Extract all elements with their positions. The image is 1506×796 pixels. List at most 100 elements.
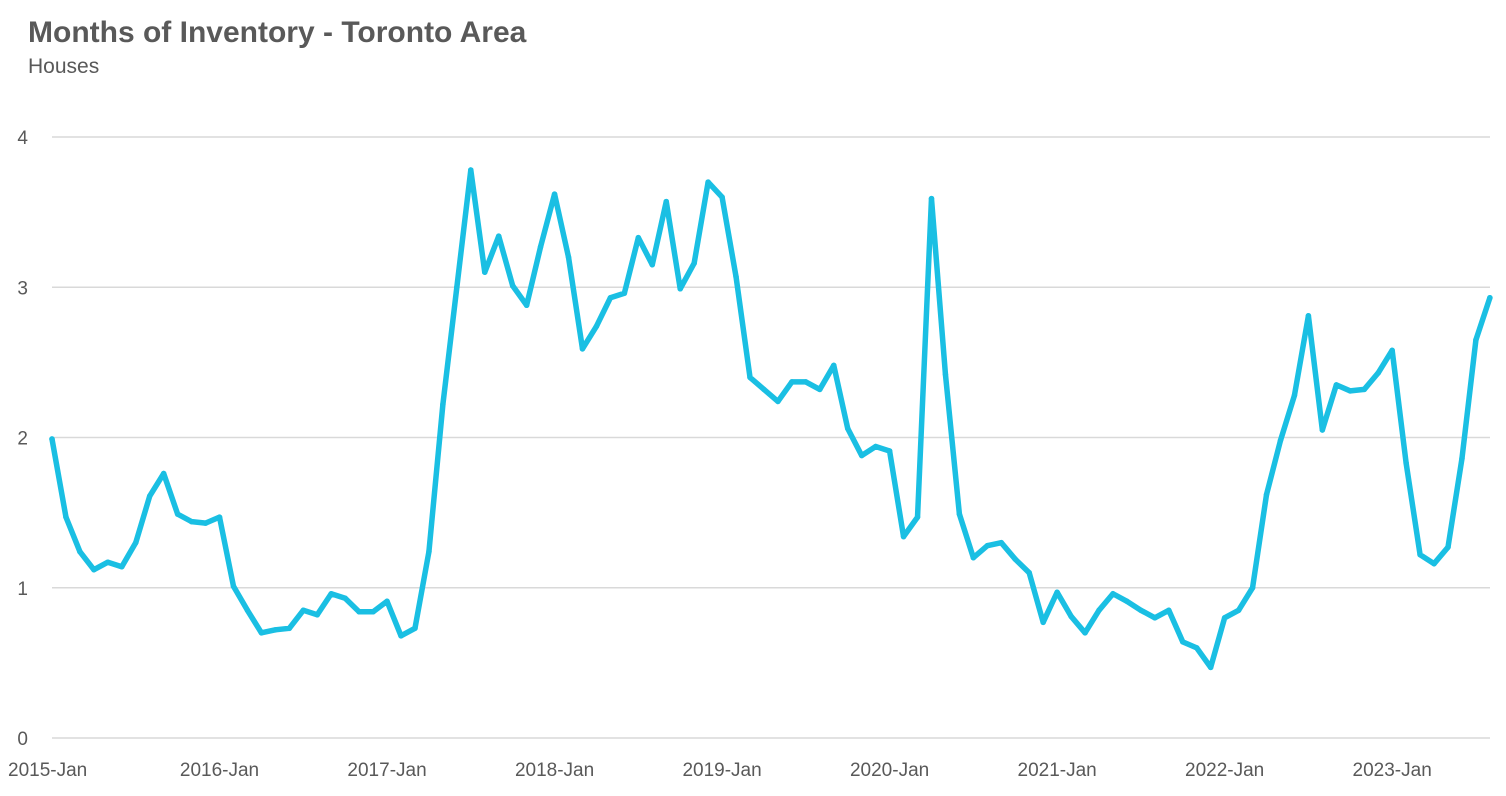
data-point — [635, 234, 642, 241]
data-point — [105, 559, 111, 565]
x-tick-label: 2021-Jan — [1018, 760, 1097, 781]
data-point — [1152, 615, 1158, 621]
y-axis-tick-labels: 0 1 2 3 4 — [17, 128, 28, 750]
data-point — [1487, 295, 1493, 301]
data-point — [272, 627, 279, 633]
data-point — [356, 609, 362, 615]
data-point — [230, 583, 237, 589]
data-point — [1012, 556, 1018, 562]
data-point — [1221, 615, 1228, 621]
x-tick-label: 2015-Jan — [8, 760, 87, 781]
data-point — [747, 374, 753, 381]
data-point — [384, 598, 390, 605]
data-point — [1319, 427, 1326, 433]
data-point — [1445, 544, 1451, 550]
data-point — [426, 548, 432, 555]
y-tick-label: 1 — [17, 579, 28, 600]
data-point — [1459, 455, 1465, 462]
data-point — [537, 243, 544, 250]
data-point — [942, 371, 949, 378]
data-point — [1333, 382, 1340, 388]
data-point — [1403, 460, 1409, 466]
series-group — [49, 167, 1493, 671]
x-tick-label: 2019-Jan — [682, 760, 761, 781]
data-point — [928, 195, 935, 202]
y-tick-label: 3 — [17, 278, 28, 299]
data-point — [803, 379, 809, 385]
x-tick-label: 2018-Jan — [515, 760, 594, 781]
data-point — [677, 286, 683, 292]
data-point — [300, 607, 307, 614]
data-point — [914, 514, 921, 520]
data-point — [133, 539, 139, 546]
data-point — [482, 269, 488, 275]
data-point — [872, 443, 879, 450]
data-point — [1305, 313, 1312, 319]
x-tick-label: 2023-Jan — [1353, 760, 1432, 781]
data-point — [886, 448, 893, 454]
y-tick-label: 0 — [17, 729, 28, 750]
data-point — [314, 612, 320, 618]
data-point — [328, 591, 334, 597]
data-point — [831, 362, 837, 369]
data-point — [733, 273, 739, 280]
chart-title: Months of Inventory - Toronto Area — [28, 16, 527, 49]
data-point — [91, 566, 97, 573]
data-point — [77, 548, 83, 555]
data-point — [621, 290, 628, 297]
data-point — [817, 386, 823, 393]
data-point — [1347, 388, 1354, 394]
data-point — [286, 625, 293, 632]
data-point — [579, 346, 586, 352]
x-tick-label: 2020-Jan — [850, 760, 929, 781]
data-point — [495, 233, 502, 239]
data-point — [342, 595, 348, 602]
data-point — [370, 609, 376, 615]
data-point — [1235, 607, 1242, 614]
data-point — [1375, 370, 1381, 376]
data-point — [1291, 392, 1298, 399]
data-point — [454, 284, 460, 290]
data-point — [1138, 607, 1144, 614]
data-point — [398, 633, 404, 639]
data-point — [523, 302, 530, 309]
data-point — [775, 398, 781, 405]
data-point — [146, 493, 153, 499]
data-point — [1389, 347, 1395, 354]
data-point — [1417, 551, 1423, 558]
data-point — [1361, 386, 1367, 393]
chart-subtitle: Houses — [28, 55, 100, 78]
data-point — [1040, 619, 1046, 626]
data-point — [663, 198, 669, 205]
data-point — [789, 379, 795, 385]
data-point — [858, 452, 865, 459]
data-point — [1431, 560, 1437, 567]
x-tick-label: 2017-Jan — [347, 760, 426, 781]
data-point — [1124, 598, 1130, 605]
data-point — [244, 607, 251, 614]
x-tick-label: 2016-Jan — [180, 760, 259, 781]
data-point — [202, 520, 209, 526]
data-point — [1249, 585, 1256, 591]
data-point — [1054, 589, 1060, 596]
data-point — [258, 630, 265, 636]
data-point — [551, 191, 558, 197]
data-point — [188, 518, 195, 525]
data-point — [1207, 664, 1214, 671]
data-point — [998, 539, 1005, 546]
data-point — [1096, 607, 1102, 614]
x-tick-label: 2022-Jan — [1185, 760, 1264, 781]
data-point — [719, 194, 725, 200]
data-point — [63, 514, 69, 520]
data-point — [440, 401, 446, 408]
data-point — [1180, 639, 1186, 645]
data-point — [649, 261, 656, 268]
data-point — [1263, 491, 1270, 498]
data-point — [216, 514, 223, 520]
data-point — [468, 167, 474, 173]
data-point — [844, 425, 851, 432]
data-point — [593, 323, 600, 330]
data-point — [1166, 607, 1172, 614]
x-axis-tick-labels: 2015-Jan 2016-Jan 2017-Jan 2018-Jan 2019-Jan… — [8, 760, 1432, 781]
